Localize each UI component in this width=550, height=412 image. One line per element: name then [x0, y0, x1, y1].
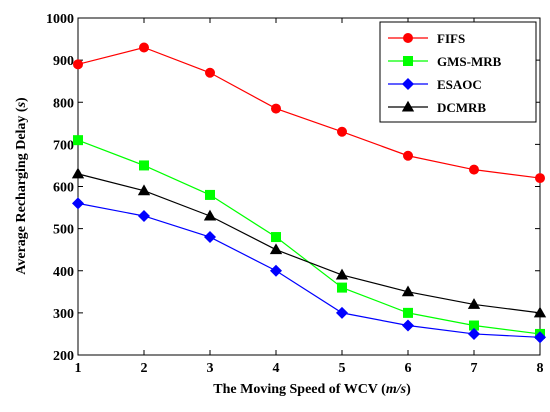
x-tick-label: 2 [141, 361, 148, 376]
data-point-gms-mrb [337, 282, 347, 293]
data-point-dcmrb [71, 167, 85, 179]
data-point-esaoc [467, 327, 481, 340]
legend-marker-esaoc [401, 77, 415, 91]
data-point-fifs [535, 173, 545, 184]
series-line-fifs [77, 46, 541, 179]
y-tick-label: 900 [53, 54, 74, 69]
data-point-gms-mrb [205, 189, 215, 200]
legend-label-dcmrb: DCMRB [437, 100, 486, 115]
y-tick-label: 400 [53, 265, 74, 280]
data-point-dcmrb [467, 298, 481, 309]
y-tick-label: 600 [53, 181, 74, 196]
y-tick-label: 800 [53, 96, 74, 111]
data-point-dcmrb [335, 268, 349, 280]
y-axis-label: Average Recharging Delay (s) [14, 97, 29, 275]
data-point-dcmrb [533, 306, 547, 318]
data-point-dcmrb [269, 243, 283, 255]
x-tick-label: 7 [471, 361, 478, 376]
x-axis-label: The Moving Speed of WCV (m/s) [213, 382, 411, 397]
x-tick-label: 3 [207, 361, 214, 376]
data-point-fifs [139, 42, 149, 53]
legend-label-esaoc: ESAOC [437, 77, 482, 92]
data-point-esaoc [533, 331, 547, 344]
series-dcmrb [71, 167, 547, 318]
data-point-esaoc [269, 264, 283, 277]
series-line-dcmrb [77, 173, 541, 314]
data-point-fifs [271, 103, 281, 114]
legend-marker-fifs [403, 33, 413, 43]
data-point-fifs [73, 59, 83, 70]
legend-marker-dcmrb [401, 100, 415, 112]
x-tick-label: 4 [273, 361, 280, 376]
legend: FIFS GMS-MRB ESAOC DCMRB [379, 21, 537, 123]
data-point-gms-mrb [403, 307, 413, 318]
data-point-fifs [337, 126, 347, 137]
y-tick-label: 200 [53, 349, 74, 364]
data-point-dcmrb [203, 209, 217, 221]
data-point-esaoc [335, 306, 349, 319]
series-esaoc [71, 197, 547, 344]
series-fifs [73, 42, 545, 184]
data-point-fifs [403, 150, 413, 161]
series-line-esaoc [77, 202, 541, 338]
data-point-esaoc [71, 197, 85, 210]
y-tick-label: 300 [53, 307, 74, 322]
data-point-fifs [205, 67, 215, 78]
legend-label-fifs: FIFS [437, 31, 465, 46]
x-tick-label: 1 [75, 361, 82, 376]
y-tick-label: 700 [53, 138, 74, 153]
legend-label-gms-mrb: GMS-MRB [437, 54, 502, 69]
y-tick-label: 500 [53, 223, 74, 238]
data-point-gms-mrb [139, 160, 149, 171]
data-point-esaoc [401, 319, 415, 332]
data-point-dcmrb [401, 285, 415, 297]
data-point-esaoc [137, 209, 151, 222]
legend-marker-gms-mrb [403, 56, 413, 66]
data-point-fifs [469, 164, 479, 175]
data-point-gms-mrb [73, 135, 83, 146]
data-point-dcmrb [137, 184, 151, 196]
data-point-esaoc [203, 231, 217, 244]
x-tick-label: 8 [537, 361, 544, 376]
data-point-gms-mrb [271, 232, 281, 243]
y-tick-label: 1000 [46, 12, 74, 27]
x-tick-label: 5 [339, 361, 346, 376]
x-tick-label: 6 [405, 361, 412, 376]
